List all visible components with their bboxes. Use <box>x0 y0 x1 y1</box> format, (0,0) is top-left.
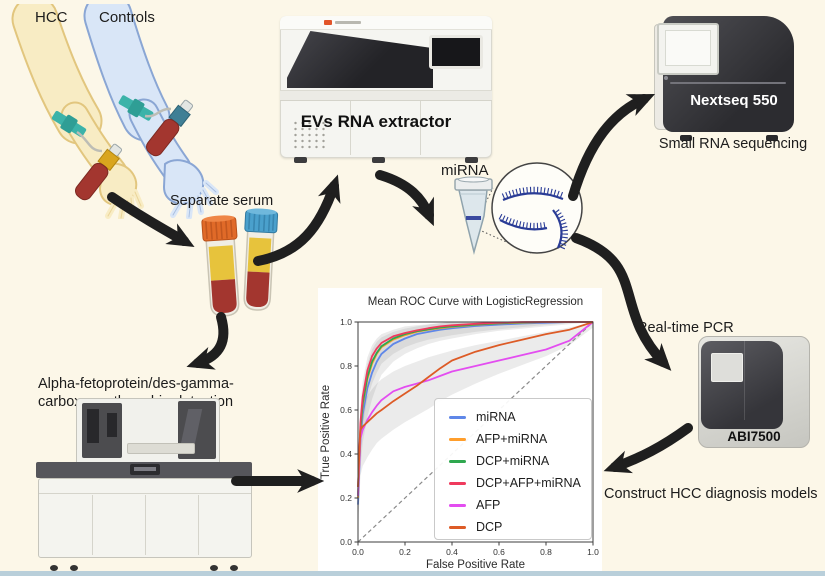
x-tick-label: 0.2 <box>399 547 411 557</box>
confidence-band <box>358 322 593 516</box>
abi7500-label: ABI7500 <box>727 429 781 444</box>
legend-swatch <box>449 459 466 463</box>
serum-tube-hcc <box>201 215 240 317</box>
brand-logo <box>324 20 332 25</box>
y-tick-label: 0.8 <box>340 361 352 371</box>
microcentrifuge-tube <box>454 176 493 255</box>
hcc-label: HCC <box>35 9 68 26</box>
legend-swatch <box>449 437 466 441</box>
sequencer-screen <box>657 23 719 75</box>
roc-legend: miRNA AFP+miRNA DCP+miRNA DCP+AFP+miRNA AFP D… <box>434 398 592 540</box>
y-tick-label: 0.2 <box>340 493 352 503</box>
tourniquet <box>118 95 154 121</box>
evs-extractor-label: EVs RNA extractor <box>300 112 452 131</box>
mirna-illustration <box>454 162 583 255</box>
nextseq-550-illustration: Nextseq 550 <box>654 16 796 141</box>
evs-rna-extractor-illustration: EVs RNA extractor <box>280 16 492 163</box>
legend-item: DCP+miRNA <box>449 450 591 472</box>
construct-models-label: Construct HCC diagnosis models <box>604 486 818 502</box>
abi7500-illustration: ABI7500 <box>698 336 810 448</box>
legend-item: AFP <box>449 494 591 516</box>
separate-serum-label: Separate serum <box>170 193 274 209</box>
roc-curve-DCP <box>357 321 594 488</box>
y-tick-label: 0.6 <box>340 405 352 415</box>
realtime-pcr-label: Real-time PCR <box>637 320 734 336</box>
analyzer-display <box>130 464 160 475</box>
confidence-band <box>358 322 593 534</box>
legend-item: miRNA <box>449 406 591 428</box>
arrow-pcr-to-models <box>603 423 693 474</box>
footer-divider <box>0 571 825 576</box>
y-tick-label: 1.0 <box>340 317 352 327</box>
roc-curve-AFP <box>357 321 594 496</box>
x-tick-label: 0.8 <box>540 547 552 557</box>
blood-draw-arms-illustration <box>11 4 219 219</box>
controls-blood-tube <box>146 99 194 157</box>
legend-swatch <box>449 525 466 529</box>
immunoanalyzer-illustration: Immunoanalyzer <box>36 398 252 571</box>
legend-item: AFP+miRNA <box>449 428 591 450</box>
tourniquet <box>51 110 87 138</box>
legend-label: AFP <box>476 498 501 512</box>
arrow-extractor-to-mirna <box>375 170 434 227</box>
small-rna-sequencing-label: Small RNA sequencing <box>658 136 808 152</box>
magnifier-circle <box>491 162 583 254</box>
x-tick-label: 0.0 <box>352 547 364 557</box>
nextseq-label: Nextseq 550 <box>690 92 778 109</box>
legend-label: DCP <box>476 520 503 534</box>
serum-tube-controls <box>243 208 279 311</box>
legend-label: DCP+miRNA <box>476 454 550 468</box>
y-tick-label: 0.0 <box>340 537 352 547</box>
legend-swatch <box>449 481 466 485</box>
y-axis-label: True Positive Rate <box>320 385 332 479</box>
controls-label: Controls <box>99 9 155 26</box>
legend-swatch <box>449 503 466 507</box>
y-tick-label: 0.4 <box>340 449 352 459</box>
x-tick-label: 0.6 <box>493 547 505 557</box>
serum-tubes-illustration <box>201 208 279 317</box>
legend-item: DCP <box>449 516 591 538</box>
controls-arm <box>83 4 219 219</box>
vent-grid <box>292 120 328 150</box>
analyzer-module-left <box>82 403 122 458</box>
roc-chart: 0.0 0.2 0.4 0.6 0.8 1.0 0.0 0.2 0.4 0.6 0.8 1.0 Mean… <box>320 296 599 571</box>
legend-label: miRNA <box>476 410 516 424</box>
x-tick-label: 0.4 <box>446 547 458 557</box>
x-tick-label: 1.0 <box>587 547 599 557</box>
legend-label: AFP+miRNA <box>476 432 548 446</box>
legend-swatch <box>449 415 466 419</box>
mirna-label: miRNA <box>441 162 489 179</box>
legend-item: DCP+AFP+miRNA <box>449 472 591 494</box>
roc-plot-panel: 0.0 0.2 0.4 0.6 0.8 1.0 0.0 0.2 0.4 0.6 0.8 1.0 Mean… <box>318 288 602 574</box>
pcr-window <box>711 353 743 382</box>
legend-label: DCP+AFP+miRNA <box>476 476 581 490</box>
plot-frame <box>357 321 594 543</box>
power-button-icon <box>664 76 668 80</box>
mirna-strands <box>498 186 569 251</box>
x-axis-label: False Positive Rate <box>426 559 525 571</box>
extractor-screen <box>429 35 483 69</box>
chart-title: Mean ROC Curve with LogisticRegression <box>368 296 583 308</box>
chance-diagonal <box>357 321 594 543</box>
hcc-blood-tube <box>75 143 123 201</box>
